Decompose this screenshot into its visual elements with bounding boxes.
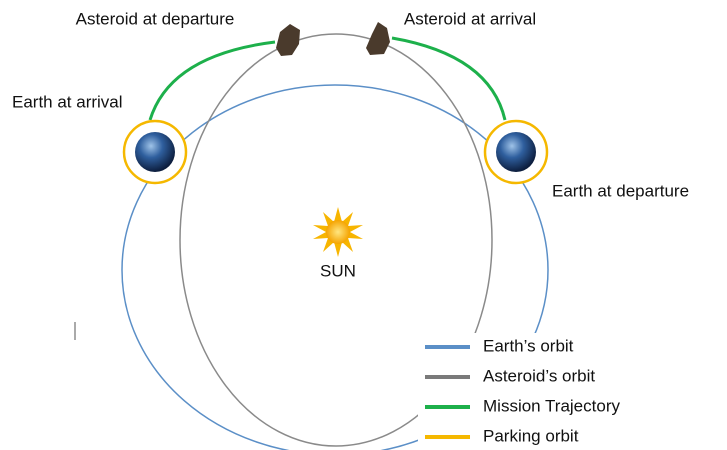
label: Asteroid at departure: [76, 9, 235, 28]
legend: Earth’s orbit Asteroid’s orbit Mission T…: [418, 333, 658, 450]
earth: [135, 132, 175, 172]
earth: [496, 132, 536, 172]
legend-label: Parking orbit: [483, 426, 579, 445]
legend-label: Asteroid’s orbit: [483, 366, 595, 385]
legend-label: Mission Trajectory: [483, 396, 620, 415]
sun: [326, 220, 350, 244]
label: SUN: [320, 261, 356, 280]
diagram: Asteroid at departure Asteroid at arriva…: [0, 0, 727, 450]
label: Earth at departure: [552, 181, 689, 200]
legend-label: Earth’s orbit: [483, 336, 574, 355]
asteroid: [276, 24, 300, 56]
trajectory-return: [392, 38, 505, 120]
label: Asteroid at arrival: [404, 9, 536, 28]
label: Earth at arrival: [12, 92, 123, 111]
trajectory-outbound: [150, 42, 275, 120]
